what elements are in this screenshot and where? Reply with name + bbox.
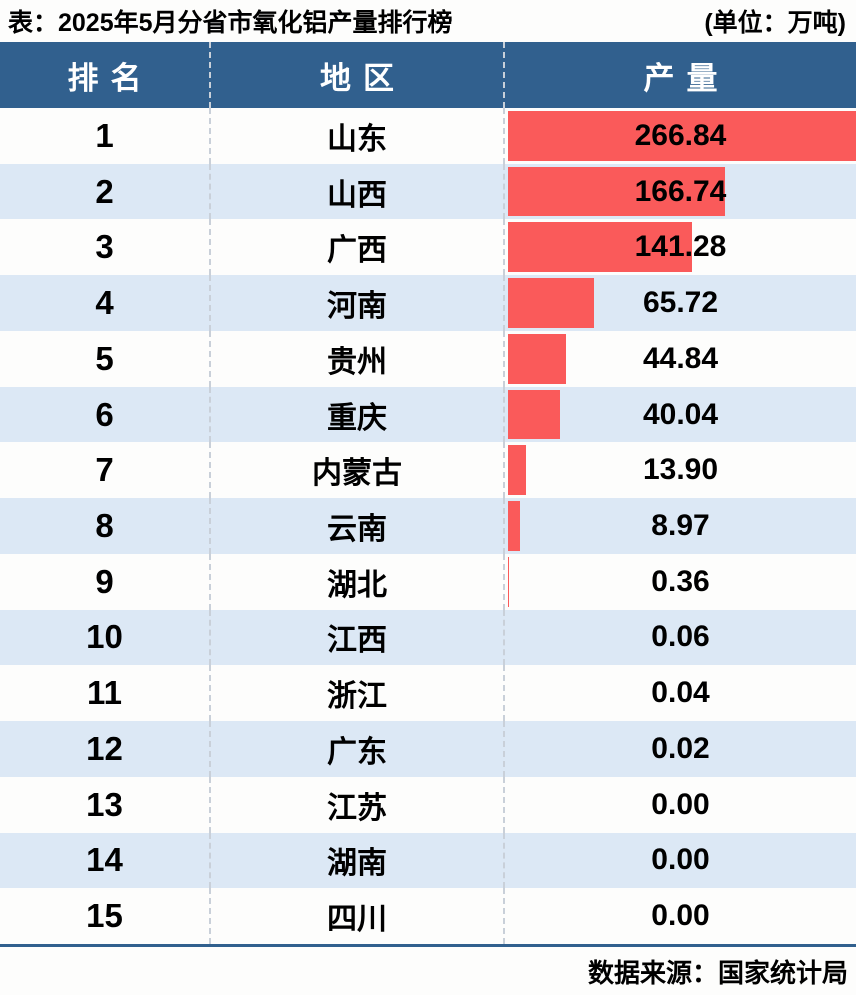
table-row: 13 江苏 0.00: [0, 776, 856, 833]
region-cell: 山西: [211, 163, 505, 220]
value-label: 0.36: [651, 564, 710, 598]
rank-cell: 8: [0, 498, 211, 554]
value-cell: 0.36: [505, 554, 856, 610]
data-source: 数据来源：国家统计局: [587, 957, 848, 988]
table-row: 10 江西 0.06: [0, 609, 856, 666]
rank-cell: 6: [0, 386, 211, 443]
region-cell: 广东: [211, 721, 505, 777]
value-label: 266.84: [634, 118, 727, 152]
value-bar: [508, 111, 856, 161]
table-body: 1 山东 266.84 2 山西 166.74 3 广西 141.28 4 河南 65.72 5 贵州 44…: [0, 108, 856, 945]
region-cell: 广西: [211, 219, 505, 276]
rank-cell: 15: [0, 888, 211, 945]
value-bar: [508, 333, 567, 384]
rank-cell: 4: [0, 275, 211, 331]
region-cell: 云南: [211, 498, 505, 554]
value-bar: [508, 166, 726, 217]
table-row: 7 内蒙古 13.90: [0, 442, 856, 499]
value-label: 141.28: [634, 230, 727, 264]
rank-cell: 12: [0, 721, 211, 777]
value-label: 0.00: [651, 843, 710, 877]
value-label: 166.74: [634, 174, 727, 208]
region-cell: 湖南: [211, 832, 505, 889]
table-row: 1 山东 266.84: [0, 108, 856, 164]
value-cell: 65.72: [505, 275, 856, 331]
region-cell: 重庆: [211, 386, 505, 443]
value-label: 65.72: [642, 286, 719, 320]
rank-cell: 14: [0, 832, 211, 889]
table-row: 9 湖北 0.36: [0, 553, 856, 610]
value-bar: [508, 445, 527, 496]
value-cell: 13.90: [505, 442, 856, 498]
value-cell: 141.28: [505, 219, 856, 275]
header-rank: 排名: [0, 42, 211, 108]
rank-cell: 7: [0, 442, 211, 499]
rank-cell: 3: [0, 219, 211, 276]
value-label: 40.04: [642, 397, 719, 431]
rank-cell: 5: [0, 330, 211, 387]
footer-bar: 数据来源：国家统计局: [0, 944, 856, 995]
rank-cell: 9: [0, 553, 211, 610]
value-label: 44.84: [642, 341, 719, 375]
value-label: 0.00: [651, 787, 710, 821]
rank-cell: 2: [0, 163, 211, 220]
value-label: 0.00: [651, 899, 710, 933]
value-bar: [508, 278, 594, 328]
header-region: 地区: [211, 42, 505, 108]
table-row: 5 贵州 44.84: [0, 330, 856, 387]
value-cell: 0.02: [505, 721, 856, 777]
table-row: 3 广西 141.28: [0, 219, 856, 276]
value-cell: 166.74: [505, 164, 856, 220]
value-bar: [508, 389, 561, 440]
value-cell: 40.04: [505, 387, 856, 443]
table-row: 14 湖南 0.00: [0, 832, 856, 889]
value-cell: 0.00: [505, 833, 856, 889]
value-cell: 44.84: [505, 331, 856, 387]
value-cell: 0.04: [505, 665, 856, 721]
region-cell: 内蒙古: [211, 442, 505, 499]
value-label: 0.06: [651, 620, 710, 654]
value-label: 0.04: [651, 676, 710, 710]
region-cell: 浙江: [211, 665, 505, 722]
value-bar: [508, 501, 520, 551]
value-cell: 0.00: [505, 888, 856, 944]
region-cell: 四川: [211, 888, 505, 945]
value-cell: 8.97: [505, 498, 856, 554]
value-cell: 266.84: [505, 108, 856, 164]
table-row: 4 河南 65.72: [0, 275, 856, 331]
table-header: 排名 地区 产量: [0, 42, 856, 108]
value-bar: [508, 222, 693, 273]
region-cell: 江西: [211, 609, 505, 666]
rank-cell: 10: [0, 609, 211, 666]
header-value: 产量: [643, 60, 730, 96]
table-row: 11 浙江 0.04: [0, 665, 856, 722]
region-cell: 江苏: [211, 776, 505, 833]
rank-cell: 1: [0, 108, 211, 164]
table-title: 表：2025年5月分省市氧化铝产量排行榜: [8, 9, 453, 37]
value-cell: 0.06: [505, 610, 856, 666]
region-cell: 湖北: [211, 553, 505, 610]
rank-cell: 13: [0, 776, 211, 833]
title-bar: 表：2025年5月分省市氧化铝产量排行榜 (单位：万吨): [0, 0, 856, 42]
value-cell: 0.00: [505, 777, 856, 833]
table-row: 6 重庆 40.04: [0, 386, 856, 443]
table-row: 12 广东 0.02: [0, 721, 856, 777]
value-label: 0.02: [651, 731, 710, 765]
value-label: 13.90: [642, 453, 719, 487]
rank-cell: 11: [0, 665, 211, 722]
region-cell: 河南: [211, 275, 505, 331]
table-row: 15 四川 0.00: [0, 888, 856, 945]
table-row: 2 山西 166.74: [0, 163, 856, 220]
value-label: 8.97: [651, 509, 710, 542]
unit-label: (单位：万吨): [704, 9, 846, 37]
region-cell: 山东: [211, 108, 505, 164]
region-cell: 贵州: [211, 330, 505, 387]
table-row: 8 云南 8.97: [0, 498, 856, 554]
